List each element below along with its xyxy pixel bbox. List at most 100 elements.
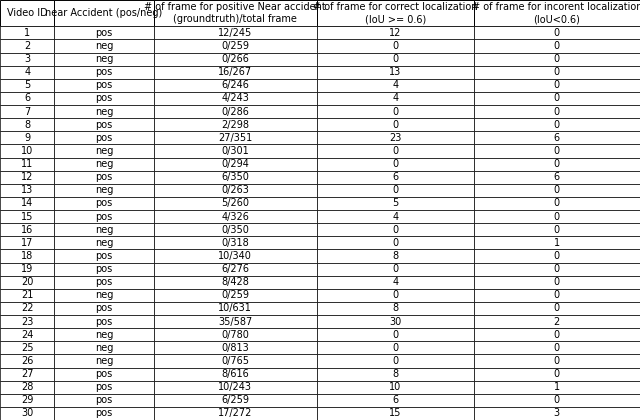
Bar bbox=[474, 66, 640, 79]
Text: 7: 7 bbox=[24, 107, 30, 117]
Text: 10/340: 10/340 bbox=[218, 251, 252, 261]
Text: neg: neg bbox=[95, 238, 113, 248]
Bar bbox=[317, 368, 474, 381]
Bar bbox=[154, 52, 317, 66]
Text: 13: 13 bbox=[21, 185, 33, 195]
Bar bbox=[54, 315, 154, 328]
Text: pos: pos bbox=[95, 28, 113, 38]
Bar bbox=[154, 381, 317, 394]
Text: 0/266: 0/266 bbox=[221, 54, 249, 64]
Bar bbox=[0, 184, 54, 197]
Text: pos: pos bbox=[95, 369, 113, 379]
Bar bbox=[154, 223, 317, 236]
Text: 0: 0 bbox=[554, 28, 560, 38]
Bar bbox=[317, 131, 474, 144]
Bar bbox=[154, 0, 317, 26]
Text: 5: 5 bbox=[24, 80, 30, 90]
Bar bbox=[54, 276, 154, 289]
Text: 4: 4 bbox=[392, 277, 398, 287]
Text: 0: 0 bbox=[554, 356, 560, 366]
Text: pos: pos bbox=[95, 395, 113, 405]
Text: 25: 25 bbox=[21, 343, 33, 353]
Text: 28: 28 bbox=[21, 382, 33, 392]
Bar bbox=[54, 92, 154, 105]
Text: 0: 0 bbox=[554, 198, 560, 208]
Bar bbox=[317, 92, 474, 105]
Bar bbox=[154, 131, 317, 144]
Text: 17: 17 bbox=[21, 238, 33, 248]
Bar bbox=[0, 66, 54, 79]
Bar bbox=[474, 26, 640, 39]
Text: 0: 0 bbox=[554, 107, 560, 117]
Text: 0: 0 bbox=[554, 185, 560, 195]
Bar bbox=[317, 341, 474, 354]
Text: 1: 1 bbox=[24, 28, 30, 38]
Bar bbox=[474, 328, 640, 341]
Bar bbox=[317, 184, 474, 197]
Text: 0/259: 0/259 bbox=[221, 290, 249, 300]
Bar bbox=[0, 158, 54, 171]
Text: 0/318: 0/318 bbox=[221, 238, 249, 248]
Bar bbox=[474, 394, 640, 407]
Text: 0: 0 bbox=[554, 303, 560, 313]
Bar bbox=[474, 105, 640, 118]
Bar bbox=[54, 105, 154, 118]
Text: 0: 0 bbox=[554, 343, 560, 353]
Bar bbox=[54, 26, 154, 39]
Bar bbox=[0, 0, 54, 26]
Bar bbox=[0, 223, 54, 236]
Text: neg: neg bbox=[95, 290, 113, 300]
Text: 10/631: 10/631 bbox=[218, 303, 252, 313]
Text: 3: 3 bbox=[24, 54, 30, 64]
Bar bbox=[0, 328, 54, 341]
Text: 8: 8 bbox=[392, 369, 398, 379]
Text: 1: 1 bbox=[554, 382, 560, 392]
Bar bbox=[54, 328, 154, 341]
Text: 0: 0 bbox=[554, 93, 560, 103]
Bar bbox=[474, 92, 640, 105]
Bar bbox=[474, 39, 640, 52]
Text: pos: pos bbox=[95, 251, 113, 261]
Text: 0: 0 bbox=[392, 238, 398, 248]
Text: 20: 20 bbox=[21, 277, 33, 287]
Text: 29: 29 bbox=[21, 395, 33, 405]
Text: pos: pos bbox=[95, 67, 113, 77]
Bar bbox=[317, 144, 474, 158]
Text: 6/259: 6/259 bbox=[221, 395, 249, 405]
Bar bbox=[317, 223, 474, 236]
Bar bbox=[317, 197, 474, 210]
Text: 0: 0 bbox=[392, 343, 398, 353]
Bar bbox=[474, 144, 640, 158]
Text: 0: 0 bbox=[554, 395, 560, 405]
Text: near Accident (pos/neg): near Accident (pos/neg) bbox=[45, 8, 163, 18]
Bar bbox=[474, 0, 640, 26]
Text: 6/276: 6/276 bbox=[221, 264, 249, 274]
Bar bbox=[54, 39, 154, 52]
Text: 0: 0 bbox=[554, 330, 560, 340]
Bar bbox=[317, 79, 474, 92]
Bar bbox=[317, 354, 474, 368]
Bar bbox=[54, 210, 154, 223]
Text: 6: 6 bbox=[554, 133, 560, 143]
Text: 0/259: 0/259 bbox=[221, 41, 249, 51]
Bar bbox=[154, 328, 317, 341]
Text: neg: neg bbox=[95, 41, 113, 51]
Text: 12/245: 12/245 bbox=[218, 28, 252, 38]
Bar bbox=[474, 171, 640, 184]
Text: 0: 0 bbox=[554, 67, 560, 77]
Text: 0: 0 bbox=[554, 54, 560, 64]
Bar bbox=[54, 236, 154, 249]
Text: neg: neg bbox=[95, 343, 113, 353]
Text: 23: 23 bbox=[389, 133, 401, 143]
Text: 21: 21 bbox=[21, 290, 33, 300]
Text: 1: 1 bbox=[554, 238, 560, 248]
Text: 0: 0 bbox=[392, 185, 398, 195]
Text: 4/326: 4/326 bbox=[221, 212, 249, 222]
Bar bbox=[317, 262, 474, 276]
Bar bbox=[474, 236, 640, 249]
Text: 0: 0 bbox=[554, 369, 560, 379]
Bar bbox=[317, 249, 474, 262]
Bar bbox=[474, 289, 640, 302]
Text: 16/267: 16/267 bbox=[218, 67, 252, 77]
Text: # of frame for correct localization
(IoU >= 0.6): # of frame for correct localization (IoU… bbox=[313, 2, 477, 24]
